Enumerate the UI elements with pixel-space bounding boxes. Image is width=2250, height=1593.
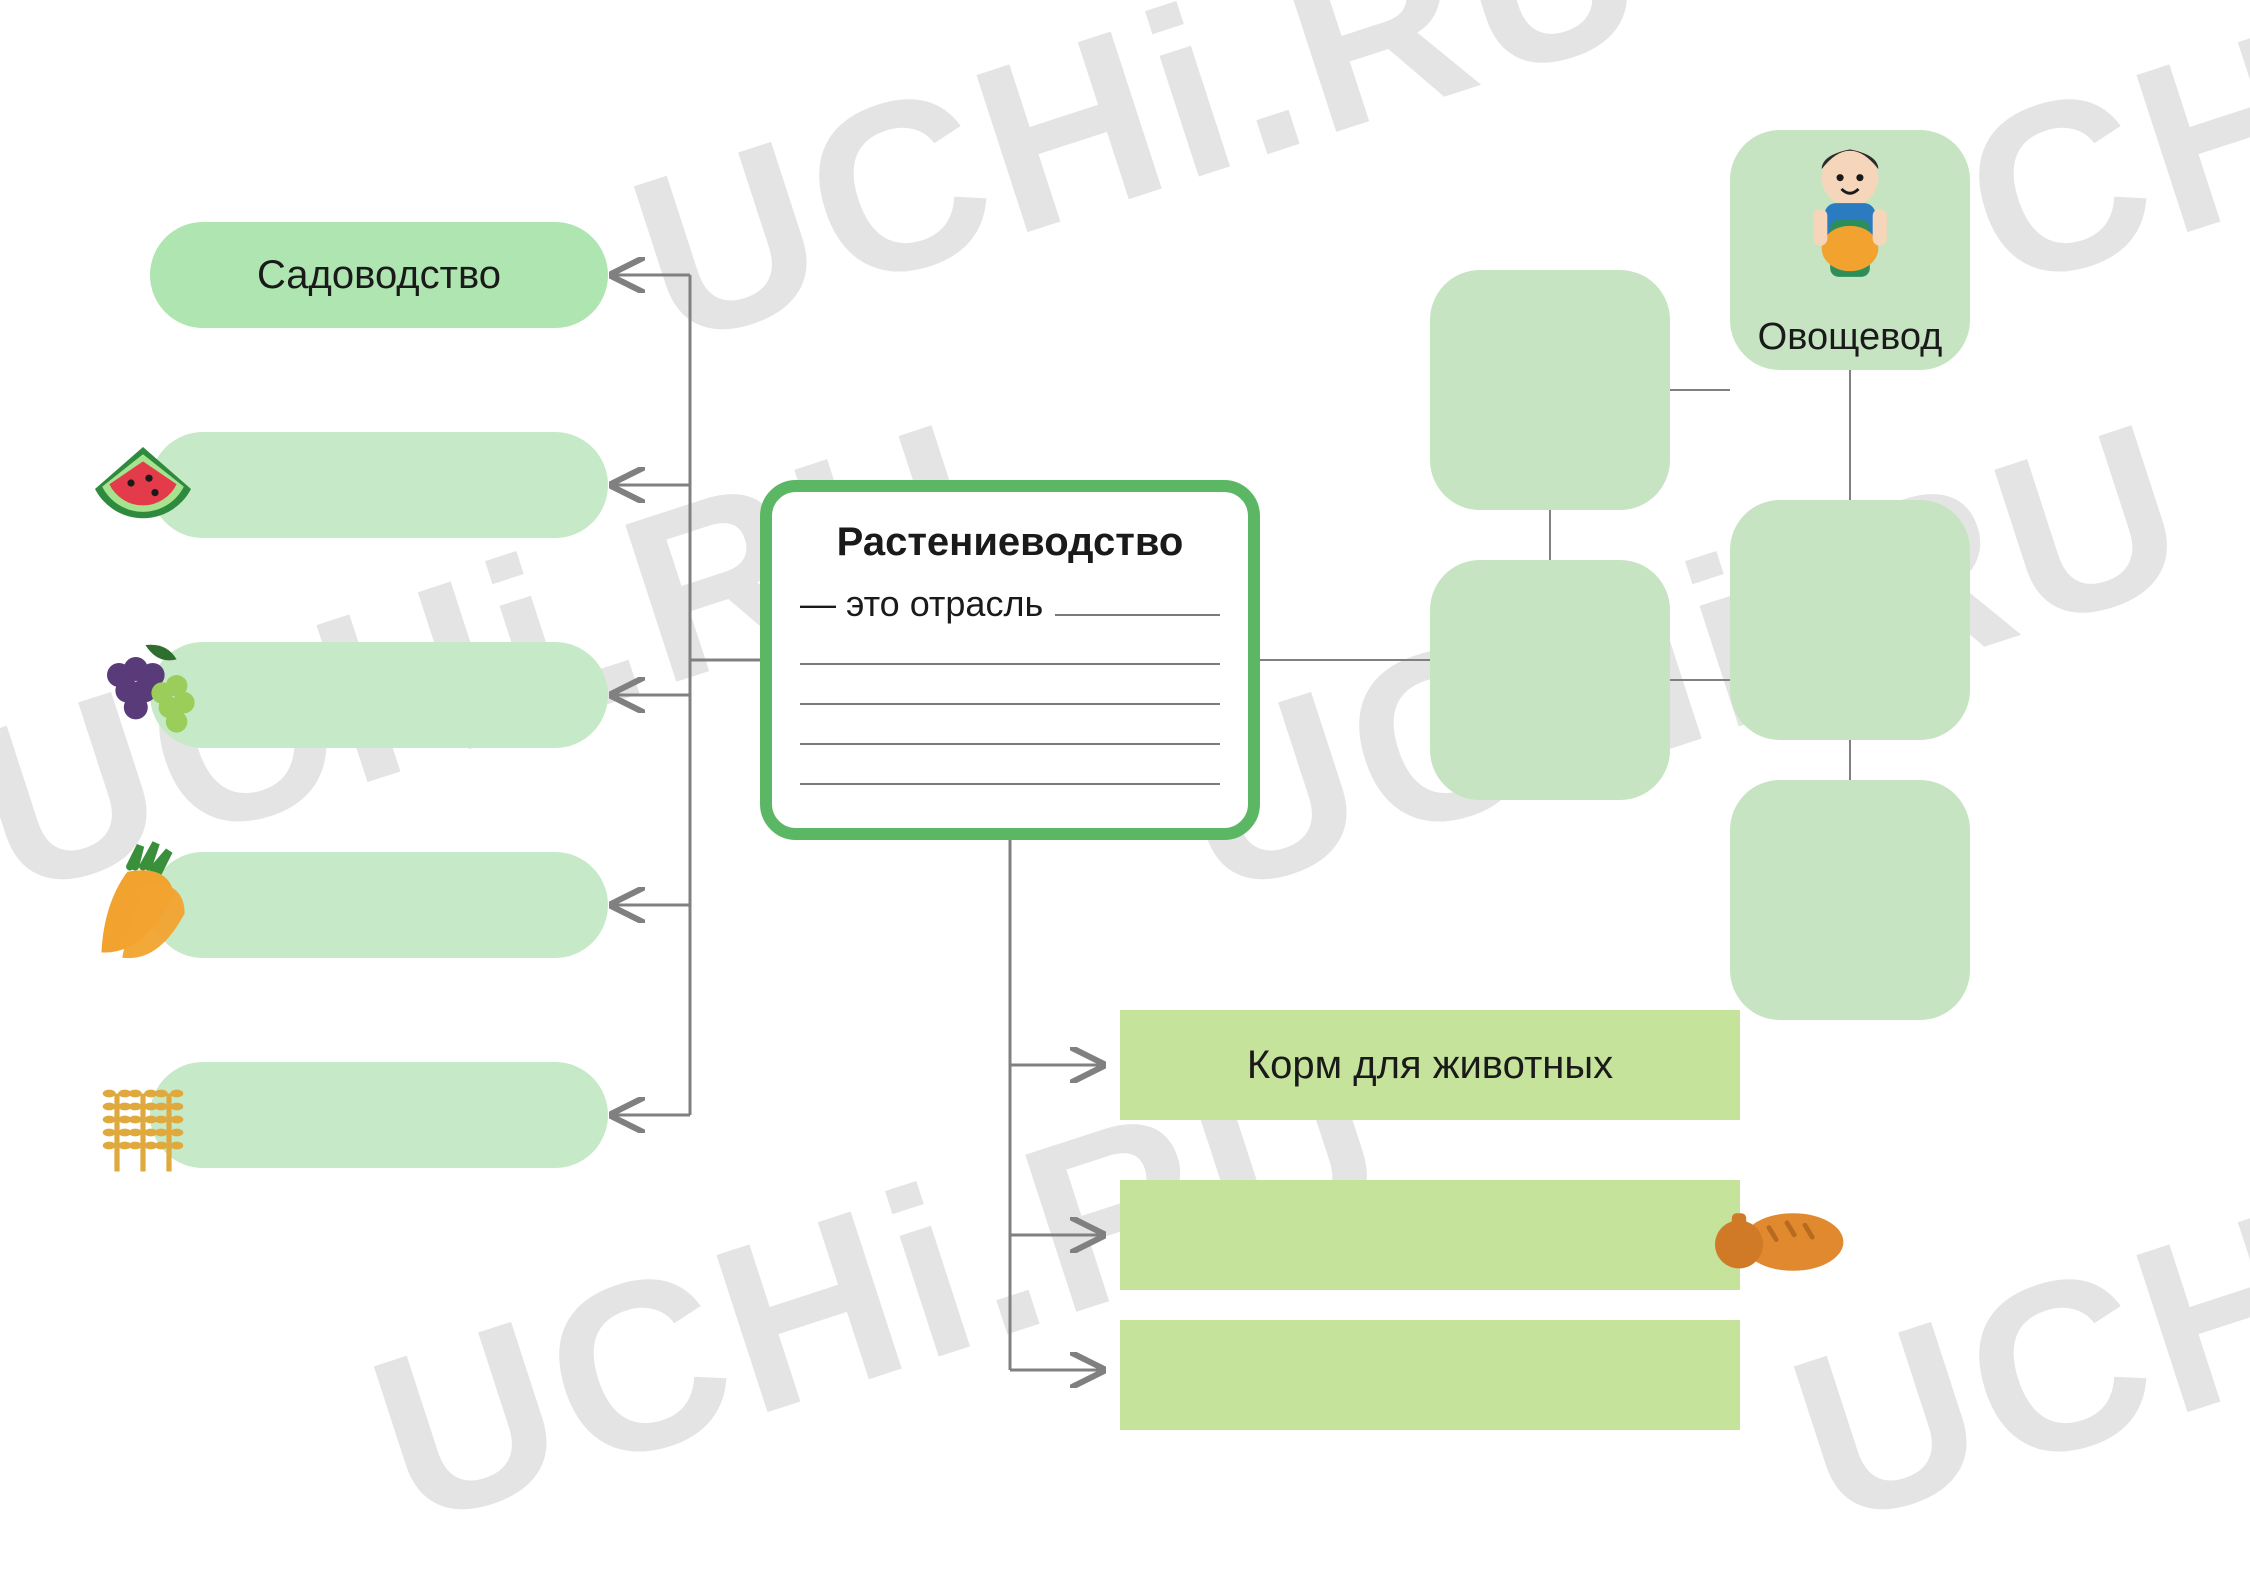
card-blank-line [800, 783, 1220, 785]
card-subtitle: — это отрасль [800, 583, 1043, 625]
profession-node [1430, 270, 1670, 510]
profession-node [1730, 780, 1970, 1020]
wheat-icon [78, 1048, 208, 1178]
branch-pill [150, 1062, 608, 1168]
grapes-icon [78, 628, 208, 758]
profession-node [1730, 500, 1970, 740]
bread-icon [1700, 1170, 1850, 1295]
profession-label: Овощевод [1730, 316, 1970, 359]
watermark: UCHi.RU [1143, 366, 2219, 950]
carrots-icon [78, 838, 208, 968]
product-bar-label: Корм для животных [1247, 1043, 1613, 1088]
card-blank-line [800, 703, 1220, 705]
product-bar [1120, 1180, 1740, 1290]
product-bar [1120, 1320, 1740, 1430]
branch-pill-label: Садоводство [257, 253, 501, 298]
card-blank-line [800, 743, 1220, 745]
branch-pill: Садоводство [150, 222, 608, 328]
profession-node [1430, 560, 1670, 800]
card-blank-line [800, 663, 1220, 665]
branch-pill [150, 642, 608, 748]
farmer-icon [1775, 138, 1925, 313]
diagram-stage: UCHi.RU UCHi.RU UCHi.RU UCHi.RU UCHi.RU … [0, 0, 2250, 1593]
branch-pill [150, 852, 608, 958]
watermelon-icon [78, 418, 208, 548]
card-title: Растениеводство [800, 520, 1220, 565]
branch-pill [150, 432, 608, 538]
product-bar: Корм для животных [1120, 1010, 1740, 1120]
definition-card: Растениеводство — это отрасль [760, 480, 1260, 840]
